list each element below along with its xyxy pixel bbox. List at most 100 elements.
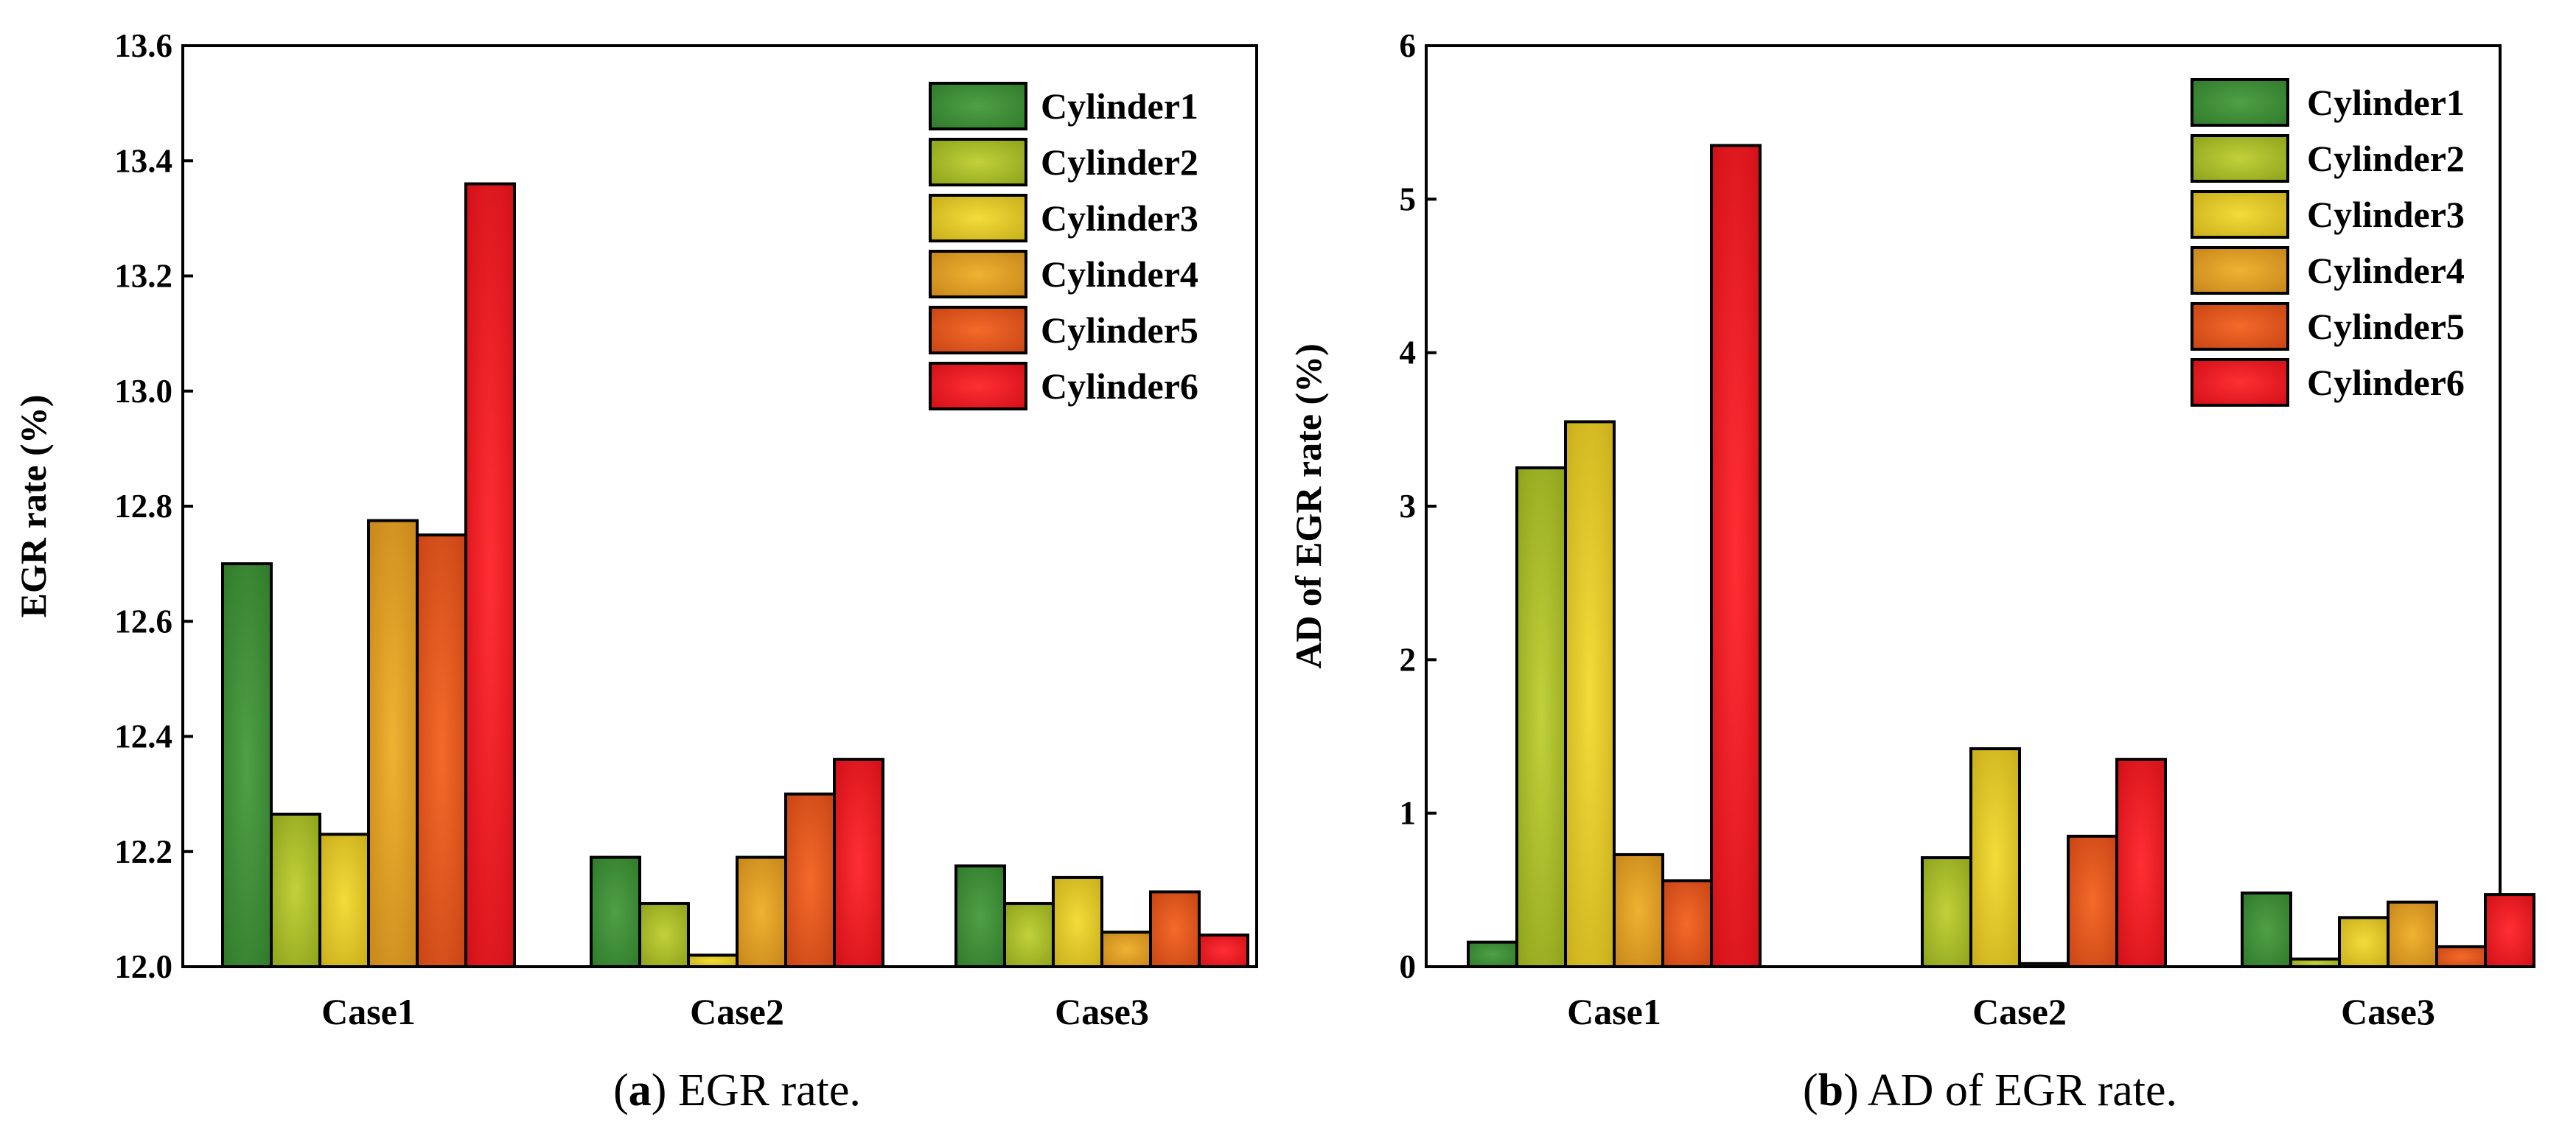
bar-cylinder6-case1 — [1710, 144, 1762, 969]
panel-a-bars — [221, 182, 1249, 968]
category-label: Case1 — [1567, 991, 1661, 1032]
bar-cylinder1-case1 — [221, 562, 273, 968]
legend-swatch-cylinder4 — [929, 250, 1027, 298]
legend-label-cylinder4: Cylinder4 — [1041, 253, 1198, 295]
bar-cylinder5-case3 — [2435, 945, 2487, 968]
bar-cylinder2-case2 — [1921, 856, 1972, 969]
legend-label-cylinder3: Cylinder3 — [1041, 197, 1198, 239]
panel-b-bars — [1467, 144, 2535, 969]
panel-a-legend: Cylinder1 Cylinder2 Cylinder3 Cylinder4 Cyli… — [929, 82, 1198, 410]
bar-cylinder4-case3 — [1100, 931, 1152, 968]
bar-cylinder1-case1 — [1467, 940, 1518, 968]
y-tick-label: 13.2 — [114, 258, 172, 295]
y-tick-label: 6 — [1400, 27, 1417, 64]
bar-cylinder5-case2 — [2067, 834, 2118, 968]
y-tick-label: 2 — [1400, 641, 1417, 678]
panel-a-caption-text: ) EGR rate. — [652, 1065, 861, 1116]
legend-swatch-cylinder6 — [929, 362, 1027, 410]
y-tick-label: 12.0 — [114, 948, 172, 985]
y-tick-label: 4 — [1400, 335, 1417, 371]
y-tick-label: 13.6 — [114, 27, 172, 64]
y-tick-label: 12.4 — [114, 718, 172, 755]
bar-cylinder6-case3 — [1198, 934, 1249, 968]
y-tick-label: 12.2 — [114, 833, 172, 870]
bar-cylinder2-case2 — [638, 902, 690, 968]
bar-cylinder6-case2 — [2115, 757, 2167, 968]
legend-label-cylinder3: Cylinder3 — [2307, 194, 2465, 235]
bar-cylinder5-case1 — [416, 533, 467, 968]
bar-cylinder3-case3 — [2338, 916, 2390, 969]
y-tick-label: 0 — [1400, 948, 1417, 985]
panel-b-y-axis-title: AD of EGR rate (%) — [1288, 343, 1329, 669]
bar-cylinder2-case3 — [2289, 957, 2341, 969]
legend-label-cylinder1: Cylinder1 — [1041, 85, 1198, 127]
panel-b-caption-letter: b — [1818, 1065, 1843, 1116]
panel-a-category-labels: Case1 Case2 Case3 — [321, 956, 1149, 1032]
bar-cylinder5-case2 — [784, 792, 836, 968]
bar-cylinder4-case1 — [1613, 852, 1664, 968]
y-tick-label: 13.0 — [114, 373, 172, 410]
panel-b-y-ticks: 0 1 2 3 4 5 6 — [1400, 27, 1437, 985]
y-tick-label: 12.8 — [114, 488, 172, 525]
legend-label-cylinder2: Cylinder2 — [1041, 141, 1198, 183]
bar-cylinder6-case2 — [833, 757, 884, 968]
legend-swatch-cylinder2 — [2191, 134, 2289, 183]
legend-label-cylinder6: Cylinder6 — [2307, 362, 2465, 403]
legend-label-cylinder5: Cylinder5 — [2307, 306, 2465, 347]
bar-cylinder3-case2 — [687, 953, 739, 968]
bar-cylinder3-case1 — [318, 833, 370, 968]
bar-cylinder2-case3 — [1003, 902, 1055, 968]
bar-cylinder4-case3 — [2387, 900, 2438, 968]
legend-label-cylinder1: Cylinder1 — [2307, 82, 2465, 123]
category-label: Case1 — [321, 991, 416, 1032]
bar-cylinder5-case1 — [1661, 879, 1713, 969]
panel-a-caption: (a) EGR rate. — [613, 1065, 861, 1116]
category-label: Case3 — [2341, 991, 2435, 1032]
category-label: Case2 — [690, 991, 784, 1032]
legend-label-cylinder6: Cylinder6 — [1041, 365, 1198, 407]
bar-cylinder3-case1 — [1564, 420, 1616, 968]
category-label: Case2 — [1972, 991, 2067, 1032]
y-tick-label: 3 — [1400, 488, 1417, 525]
legend-swatch-cylinder5 — [929, 306, 1027, 354]
y-tick-label: 13.4 — [114, 142, 172, 179]
legend-swatch-cylinder6 — [2191, 358, 2289, 407]
legend-swatch-cylinder4 — [2191, 246, 2289, 295]
category-label: Case3 — [1055, 991, 1149, 1032]
bar-cylinder6-case1 — [464, 182, 516, 968]
panel-b-caption-text: ) AD of EGR rate. — [1843, 1065, 2177, 1116]
y-tick-label: 12.6 — [114, 603, 172, 640]
bar-cylinder3-case2 — [1969, 747, 2021, 969]
legend-swatch-cylinder3 — [929, 194, 1027, 242]
bar-cylinder5-case3 — [1149, 890, 1201, 968]
panel-b-category-labels: Case1 Case2 Case3 — [1567, 956, 2435, 1032]
bar-cylinder2-case1 — [1515, 466, 1567, 968]
legend-swatch-cylinder5 — [2191, 302, 2289, 351]
panel-b-caption: (b) AD of EGR rate. — [1803, 1065, 2177, 1116]
panel-a-y-axis-title: EGR rate (%) — [13, 395, 54, 618]
y-tick-label: 5 — [1400, 181, 1417, 217]
bar-cylinder6-case3 — [2484, 893, 2535, 969]
panel-a-chart: 12.0 12.2 12.4 12.6 12.8 13.0 13.2 13.4 13.6 Cas… — [13, 27, 1258, 1116]
bar-cylinder4-case2 — [736, 855, 787, 968]
bar-cylinder4-case1 — [367, 519, 419, 968]
panel-a-caption-letter: a — [629, 1065, 652, 1116]
legend-swatch-cylinder1 — [929, 82, 1027, 130]
legend-swatch-cylinder2 — [929, 138, 1027, 186]
panel-b-chart: 0 1 2 3 4 5 6 Case1 Case2 Case3 AD of EGR rate (… — [1288, 27, 2535, 1116]
bar-cylinder3-case3 — [1052, 875, 1103, 968]
legend-swatch-cylinder1 — [2191, 78, 2289, 127]
panel-b-legend: Cylinder1 Cylinder2 Cylinder3 Cylinder4 Cyli… — [2191, 78, 2465, 407]
bar-cylinder1-case3 — [2241, 892, 2292, 968]
legend-label-cylinder2: Cylinder2 — [2307, 138, 2465, 179]
bar-cylinder2-case1 — [270, 812, 321, 968]
bar-cylinder1-case2 — [590, 855, 641, 968]
bar-cylinder1-case3 — [954, 864, 1006, 968]
panel-a-y-ticks: 12.0 12.2 12.4 12.6 12.8 13.0 13.2 13.4 13.6 — [114, 27, 193, 985]
legend-label-cylinder4: Cylinder4 — [2307, 250, 2465, 291]
bar-cylinder4-case2 — [2018, 962, 2070, 969]
legend-label-cylinder5: Cylinder5 — [1041, 309, 1198, 351]
legend-swatch-cylinder3 — [2191, 190, 2289, 239]
y-tick-label: 1 — [1400, 795, 1417, 832]
